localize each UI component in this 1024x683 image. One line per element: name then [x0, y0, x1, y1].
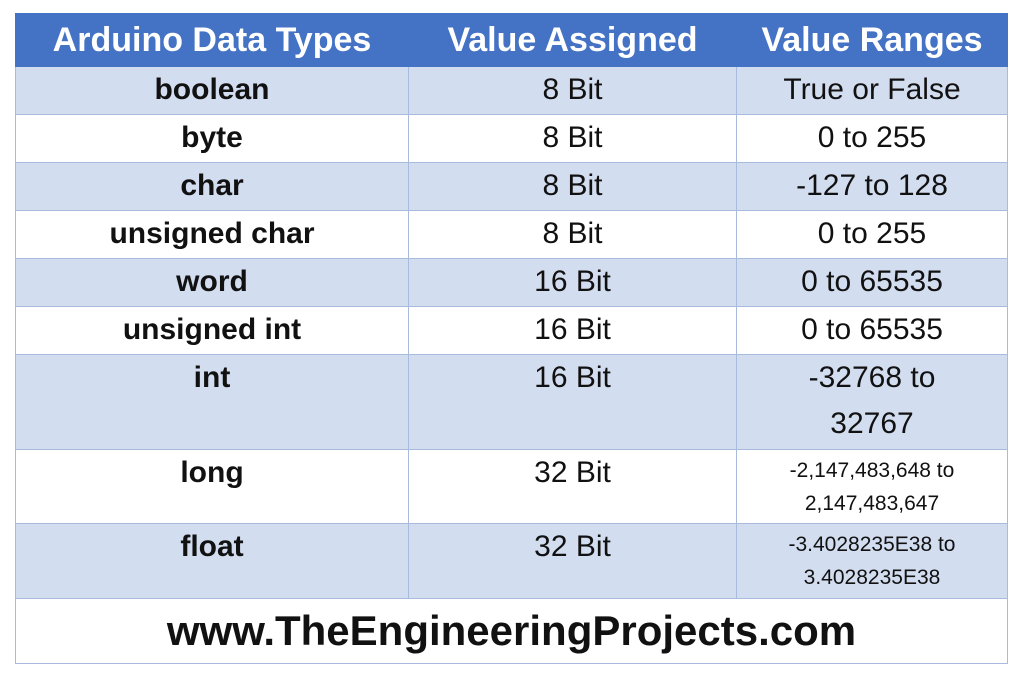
value-range-line: 0 to 255	[817, 121, 927, 154]
table-row: int 16 Bit -32768 to 32767	[15, 354, 1008, 450]
header-value-assigned: Value Assigned	[408, 13, 737, 67]
data-type-cell: unsigned int	[15, 306, 409, 355]
value-range-line: 32767	[830, 407, 914, 440]
value-range-line: -32768 to	[808, 361, 936, 394]
value-assigned-cell: 8 Bit	[408, 114, 737, 163]
website-footer: www.TheEngineeringProjects.com	[15, 598, 1008, 664]
data-type-cell: long	[15, 449, 409, 524]
data-type-cell: byte	[15, 114, 409, 163]
value-range-line: 0 to 65535	[801, 313, 943, 346]
value-range-cell: -3.4028235E38 to 3.4028235E38	[736, 523, 1008, 599]
value-range-line: -3.4028235E38 to	[788, 533, 956, 556]
value-range-cell: 0 to 255	[736, 210, 1008, 259]
header-data-types: Arduino Data Types	[15, 13, 409, 67]
value-range-cell: -32768 to 32767	[736, 354, 1008, 450]
header-row: Arduino Data Types Value Assigned Value …	[15, 13, 1008, 67]
data-types-table: Arduino Data Types Value Assigned Value …	[15, 13, 1008, 664]
value-assigned-cell: 8 Bit	[408, 210, 737, 259]
value-range-cell: 0 to 65535	[736, 258, 1008, 307]
value-assigned-cell: 32 Bit	[408, 449, 737, 524]
value-range-line: -2,147,483,648 to	[789, 459, 955, 482]
data-type-cell: unsigned char	[15, 210, 409, 259]
data-type-cell: float	[15, 523, 409, 599]
header-value-ranges: Value Ranges	[736, 13, 1008, 67]
table-row: byte 8 Bit 0 to 255	[15, 114, 1008, 163]
value-range-line: 2,147,483,647	[804, 492, 940, 515]
table-row: unsigned int 16 Bit 0 to 65535	[15, 306, 1008, 355]
table-row: long 32 Bit -2,147,483,648 to 2,147,483,647	[15, 449, 1008, 524]
data-type-cell: int	[15, 354, 409, 450]
value-range-cell: -2,147,483,648 to 2,147,483,647	[736, 449, 1008, 524]
value-range-cell: True or False	[736, 66, 1008, 115]
value-assigned-cell: 16 Bit	[408, 354, 737, 450]
value-range-cell: 0 to 65535	[736, 306, 1008, 355]
value-assigned-cell: 16 Bit	[408, 258, 737, 307]
value-range-line: 0 to 65535	[801, 265, 943, 298]
value-range-line: 0 to 255	[817, 217, 927, 250]
value-assigned-cell: 8 Bit	[408, 66, 737, 115]
table-row: unsigned char 8 Bit 0 to 255	[15, 210, 1008, 259]
data-type-cell: char	[15, 162, 409, 211]
table-row: float 32 Bit -3.4028235E38 to 3.4028235E38	[15, 523, 1008, 599]
table-row: boolean 8 Bit True or False	[15, 66, 1008, 115]
value-assigned-cell: 8 Bit	[408, 162, 737, 211]
table-row: char 8 Bit -127 to 128	[15, 162, 1008, 211]
data-type-cell: boolean	[15, 66, 409, 115]
value-range-line: 3.4028235E38	[803, 566, 941, 589]
value-range-cell: 0 to 255	[736, 114, 1008, 163]
value-range-line: True or False	[783, 73, 961, 106]
data-type-cell: word	[15, 258, 409, 307]
value-assigned-cell: 16 Bit	[408, 306, 737, 355]
value-range-cell: -127 to 128	[736, 162, 1008, 211]
table-row: word 16 Bit 0 to 65535	[15, 258, 1008, 307]
value-assigned-cell: 32 Bit	[408, 523, 737, 599]
value-range-line: -127 to 128	[796, 169, 948, 202]
